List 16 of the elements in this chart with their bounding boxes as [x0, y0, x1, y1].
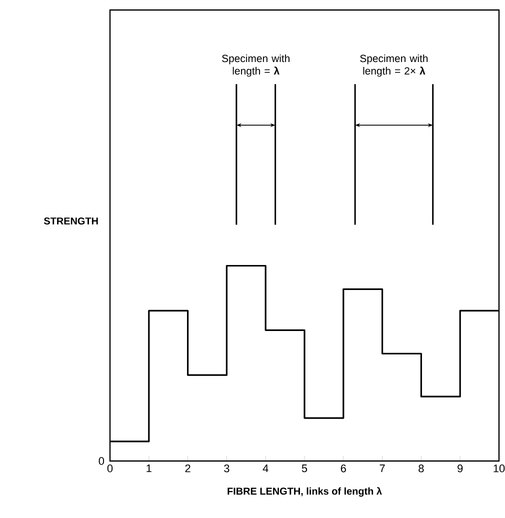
text: 0: [98, 457, 104, 465]
x-tick-label: 9: [458, 464, 463, 472]
x-tick-label: 8: [418, 464, 424, 472]
x-tick-label: 7: [380, 464, 385, 472]
x-tick-label: 6: [340, 464, 346, 472]
text: Specimen with length = 2× λ: [360, 54, 428, 77]
x-tick-label: 3: [224, 464, 230, 472]
x-tick-label: 10: [494, 464, 505, 472]
text: Specimen with length = λ: [222, 54, 290, 77]
y-axis-title: STRENGTH: [44, 217, 98, 225]
x-axis-title: FIBRE LENGTH, links of length λ: [228, 487, 382, 497]
x-tick-label: 1: [146, 464, 152, 472]
x-tick-label: 4: [262, 464, 268, 472]
x-tick-label: 2: [185, 464, 190, 472]
x-tick-label: 5: [302, 464, 308, 472]
x-tick-label: 0: [107, 464, 113, 472]
